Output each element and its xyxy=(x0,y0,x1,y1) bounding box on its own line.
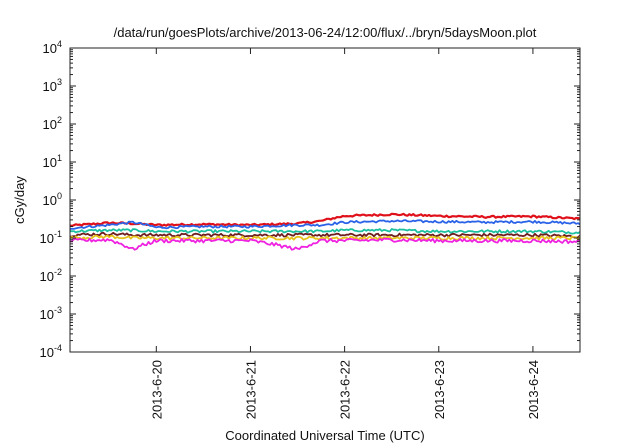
y-axis: 10-4 10-3 10-2 10-1 100 101 102 103 104 xyxy=(40,39,580,360)
y-tick-label: 104 xyxy=(43,39,62,56)
x-tick-label: 2013-6-22 xyxy=(338,360,353,419)
y-tick-label: 103 xyxy=(43,77,62,94)
series-line xyxy=(70,212,580,228)
x-tick-label: 2013-6-21 xyxy=(243,360,258,419)
y-axis-label: cGy/day xyxy=(12,176,27,224)
y-tick-label: 10-4 xyxy=(40,343,62,360)
x-axis: 2013-6-20 2013-6-21 2013-6-22 2013-6-23 2013… xyxy=(149,48,541,419)
y-tick-label: 10-1 xyxy=(40,229,62,246)
series-line xyxy=(70,231,580,239)
x-axis-label: Coordinated Universal Time (UTC) xyxy=(225,428,424,443)
series-layer xyxy=(70,212,580,251)
y-tick-label: 102 xyxy=(43,115,62,132)
y-tick-label: 10-2 xyxy=(40,267,62,284)
y-tick-label: 10-3 xyxy=(40,305,62,322)
series-line xyxy=(70,234,580,241)
chart-title: /data/run/goesPlots/archive/2013-06-24/1… xyxy=(114,25,537,40)
plot-frame xyxy=(69,47,581,353)
y-tick-label: 101 xyxy=(43,153,62,170)
series-line xyxy=(70,219,580,230)
x-tick-label: 2013-6-23 xyxy=(432,360,447,419)
series-line xyxy=(70,237,580,251)
x-tick-label: 2013-6-24 xyxy=(526,360,541,419)
y-tick-label: 100 xyxy=(43,191,62,208)
x-tick-label: 2013-6-20 xyxy=(149,360,164,419)
series-line xyxy=(70,228,580,235)
